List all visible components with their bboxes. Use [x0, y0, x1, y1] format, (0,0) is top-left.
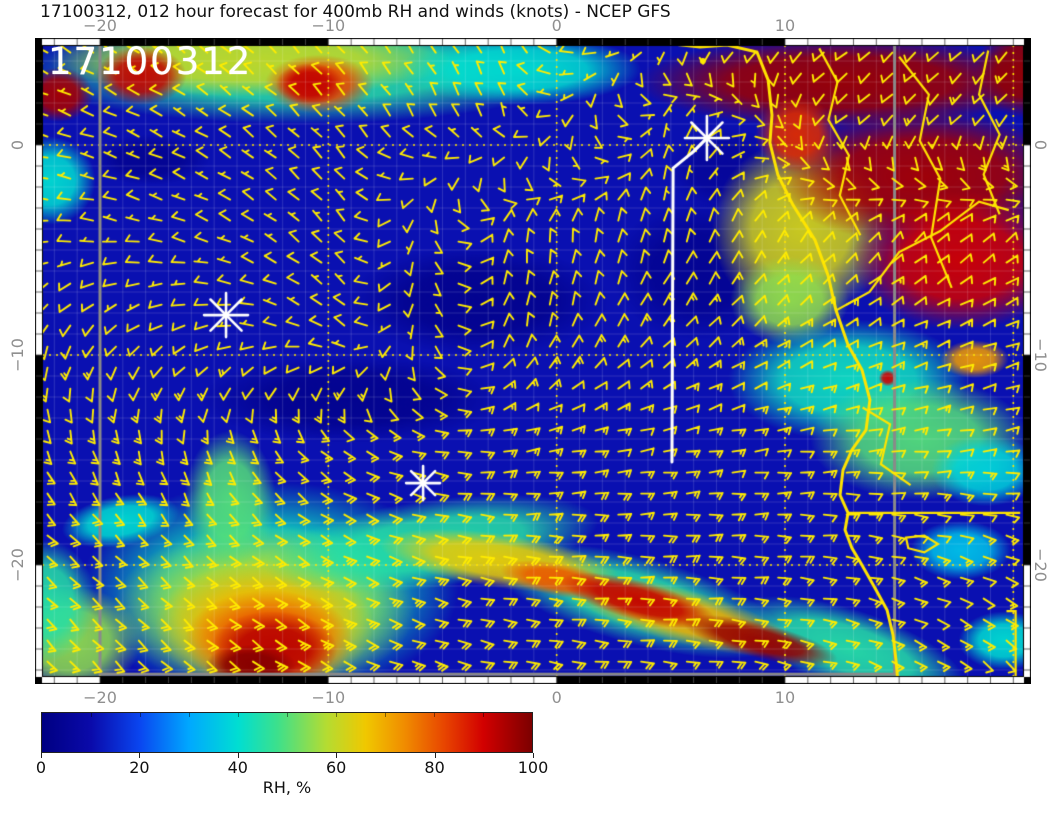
map-date-label: 17100312: [48, 40, 253, 83]
lat-tick-label: −10: [8, 338, 27, 372]
colorbar-minor-tick: [189, 713, 190, 717]
colorbar-minor-tick: [238, 713, 239, 717]
colorbar-minor-tick: [336, 713, 337, 717]
lat-tick-label: 0: [8, 139, 27, 151]
colorbar-tick-label: 100: [517, 758, 549, 777]
colorbar-tick-label: 40: [227, 758, 248, 777]
lon-tick-label: 0: [551, 688, 562, 707]
map-frame: 17100312: [35, 38, 1031, 684]
figure-title: 17100312, 012 hour forecast for 400mb RH…: [40, 2, 671, 22]
lon-tick-label: −10: [311, 16, 346, 35]
colorbar-tick-label: 0: [35, 758, 47, 777]
lon-tick-label: 0: [551, 16, 562, 35]
colorbar-tick: [533, 753, 534, 758]
lon-tick-label: 10: [774, 688, 796, 707]
colorbar-tick: [41, 753, 42, 758]
colorbar-tick-label: 20: [129, 758, 150, 777]
colorbar-minor-tick: [91, 713, 92, 717]
map-canvas: [35, 38, 1031, 684]
colorbar-tick-label: 60: [326, 758, 347, 777]
colorbar-minor-tick: [385, 713, 386, 717]
lat-tick-label: −20: [8, 548, 27, 582]
colorbar-minor-tick: [287, 713, 288, 717]
colorbar-title: RH, %: [262, 778, 312, 797]
colorbar-minor-tick: [140, 713, 141, 717]
colorbar: [41, 712, 533, 753]
lat-tick-label: 0: [1031, 139, 1050, 151]
lat-tick-label: −20: [1031, 548, 1050, 582]
lon-tick-label: −10: [311, 688, 346, 707]
lon-tick-label: −20: [83, 688, 117, 707]
lon-tick-label: 10: [774, 16, 796, 35]
colorbar-tick: [336, 753, 338, 758]
colorbar-tick: [434, 753, 436, 758]
colorbar-minor-tick: [434, 713, 435, 717]
colorbar-tick-label: 80: [424, 758, 445, 777]
colorbar-tick: [237, 753, 239, 758]
colorbar-tick: [139, 753, 141, 758]
colorbar-minor-tick: [483, 713, 484, 717]
lat-tick-label: −10: [1031, 338, 1050, 372]
lon-tick-label: −20: [83, 16, 117, 35]
